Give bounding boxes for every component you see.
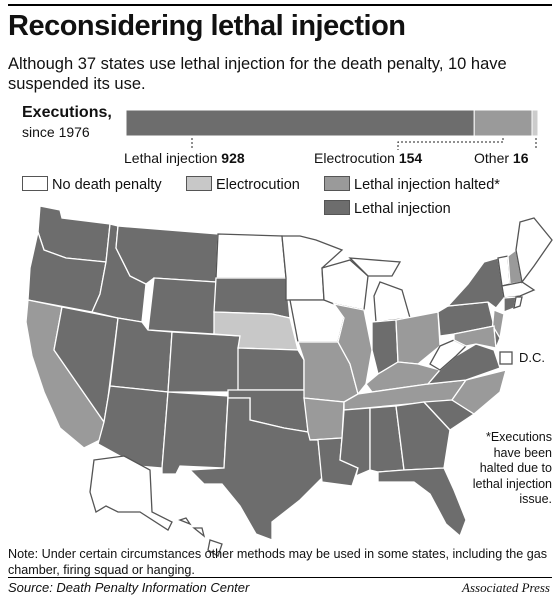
state-ga <box>395 401 451 471</box>
executions-sublabel: since 1976 <box>22 124 90 140</box>
state-nm <box>161 391 229 475</box>
bottom-rule <box>8 577 552 578</box>
bar-label-other: Other 16 <box>474 150 529 166</box>
bar-label-electrocution: Electrocution 154 <box>314 150 423 166</box>
state-ks <box>237 347 305 391</box>
dc-box <box>499 351 513 365</box>
state-hi <box>178 517 223 557</box>
halted-footnote: *Executions have been halted due to leth… <box>472 430 552 506</box>
state-ar <box>303 397 345 441</box>
bar-segment-lethal-injection <box>125 109 475 137</box>
bar-label-lethal: Lethal injection 928 <box>124 150 245 166</box>
legend-lethal-halted: Lethal injection halted* <box>324 176 500 193</box>
state-ri <box>513 296 523 309</box>
state-tx <box>188 397 323 541</box>
state-wy <box>147 277 217 335</box>
bar-segment-electrocution <box>473 109 533 137</box>
us-map <box>25 205 553 557</box>
state-fl <box>377 467 467 538</box>
top-rule <box>8 4 552 6</box>
state-nd <box>215 233 287 279</box>
state-ny <box>446 257 505 309</box>
legend-no-death-penalty: No death penalty <box>22 176 162 193</box>
state-az <box>97 385 169 469</box>
agency-credit: Associated Press <box>462 580 550 595</box>
state-ma <box>501 281 536 299</box>
state-co <box>167 331 241 393</box>
chart-subtitle: Although 37 states use lethal injection … <box>8 55 507 93</box>
state-md <box>453 325 497 349</box>
legend-electrocution: Electrocution <box>186 176 300 193</box>
source-credit: Source: Death Penalty Information Center <box>8 580 250 595</box>
bar-segment-other <box>531 109 539 137</box>
legend-swatch <box>324 200 350 215</box>
state-oh <box>395 311 441 365</box>
legend-lethal-injection: Lethal injection <box>324 200 451 217</box>
state-ak <box>89 455 173 531</box>
legend-swatch <box>186 176 212 191</box>
leader-electrocution <box>397 138 504 150</box>
state-mt <box>115 225 219 285</box>
state-nc <box>451 369 507 415</box>
methods-note: Note: Under certain circumstances other … <box>8 547 548 577</box>
executions-bar <box>125 109 539 137</box>
legend-swatch <box>324 176 350 191</box>
legend-swatch <box>22 176 48 191</box>
executions-label: Executions, <box>22 104 112 121</box>
dc-label: D.C. <box>519 350 545 365</box>
chart-title: Reconsidering lethal injection <box>8 10 406 42</box>
state-me <box>515 217 553 284</box>
state-de <box>493 327 501 349</box>
